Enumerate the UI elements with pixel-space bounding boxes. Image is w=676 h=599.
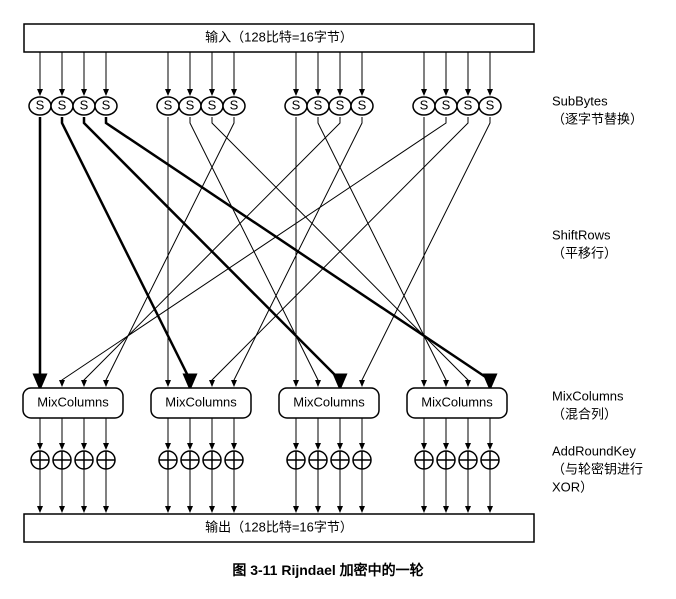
- sbox-label: S: [102, 97, 111, 112]
- sbox-label: S: [230, 97, 239, 112]
- sbox-label: S: [186, 97, 195, 112]
- sbox-label: S: [80, 97, 89, 112]
- sbox-label: S: [164, 97, 173, 112]
- sbox-label: S: [208, 97, 217, 112]
- sbox-label: S: [358, 97, 367, 112]
- sbox-label: S: [292, 97, 301, 112]
- mixcolumns-label: MixColumns: [293, 394, 365, 409]
- sbox-label: S: [442, 97, 451, 112]
- input-label: 输入（128比特=16字节）: [205, 29, 353, 44]
- mixcolumns-side-sublabel: （混合列）: [552, 406, 617, 421]
- addroundkey-sublabel2: XOR）: [552, 479, 593, 494]
- sbox-label: S: [486, 97, 495, 112]
- figure-caption: 图 3-11 Rijndael 加密中的一轮: [232, 562, 423, 578]
- subbytes-sublabel: （逐字节替换）: [552, 111, 643, 126]
- mixcolumns-label: MixColumns: [165, 394, 237, 409]
- mixcolumns-side-label: MixColumns: [552, 388, 624, 403]
- subbytes-label: SubBytes: [552, 93, 608, 108]
- sbox-label: S: [314, 97, 323, 112]
- shiftrows-label: ShiftRows: [552, 227, 611, 242]
- sbox-label: S: [420, 97, 429, 112]
- addroundkey-sublabel1: （与轮密钥进行: [552, 461, 643, 476]
- output-label: 输出（128比特=16字节）: [205, 519, 353, 534]
- sbox-label: S: [58, 97, 67, 112]
- mixcolumns-label: MixColumns: [421, 394, 493, 409]
- mixcolumns-label: MixColumns: [37, 394, 109, 409]
- shiftrows-sublabel: （平移行）: [552, 245, 617, 260]
- addroundkey-label: AddRoundKey: [552, 443, 636, 458]
- sbox-label: S: [336, 97, 345, 112]
- sbox-label: S: [36, 97, 45, 112]
- sbox-label: S: [464, 97, 473, 112]
- rijndael-diagram: 输入（128比特=16字节）SSSSSSSSSSSSSSSSMixColumns…: [10, 10, 676, 589]
